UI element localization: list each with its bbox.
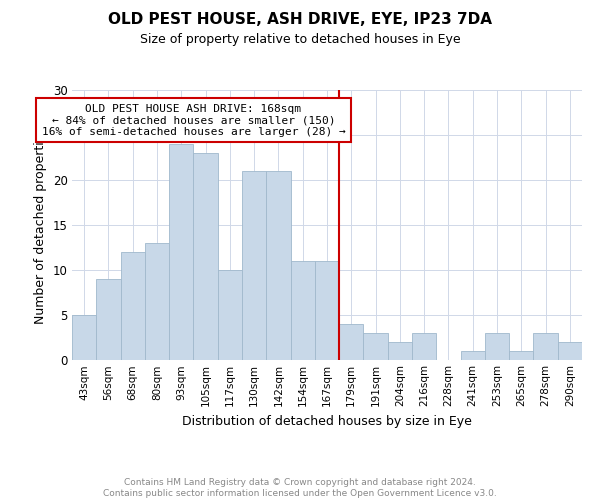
Bar	[96, 279, 121, 360]
Bar	[169, 144, 193, 360]
Bar	[533, 333, 558, 360]
Bar	[461, 351, 485, 360]
Bar	[509, 351, 533, 360]
Bar	[339, 324, 364, 360]
Bar	[558, 342, 582, 360]
X-axis label: Distribution of detached houses by size in Eye: Distribution of detached houses by size …	[182, 414, 472, 428]
Bar	[145, 243, 169, 360]
Bar	[388, 342, 412, 360]
Text: Size of property relative to detached houses in Eye: Size of property relative to detached ho…	[140, 32, 460, 46]
Bar	[193, 153, 218, 360]
Text: OLD PEST HOUSE ASH DRIVE: 168sqm
← 84% of detached houses are smaller (150)
16% : OLD PEST HOUSE ASH DRIVE: 168sqm ← 84% o…	[41, 104, 346, 136]
Bar	[412, 333, 436, 360]
Bar	[242, 171, 266, 360]
Bar	[72, 315, 96, 360]
Bar	[218, 270, 242, 360]
Bar	[364, 333, 388, 360]
Text: Contains HM Land Registry data © Crown copyright and database right 2024.
Contai: Contains HM Land Registry data © Crown c…	[103, 478, 497, 498]
Bar	[266, 171, 290, 360]
Bar	[485, 333, 509, 360]
Bar	[290, 261, 315, 360]
Y-axis label: Number of detached properties: Number of detached properties	[34, 126, 47, 324]
Text: OLD PEST HOUSE, ASH DRIVE, EYE, IP23 7DA: OLD PEST HOUSE, ASH DRIVE, EYE, IP23 7DA	[108, 12, 492, 28]
Bar	[315, 261, 339, 360]
Bar	[121, 252, 145, 360]
